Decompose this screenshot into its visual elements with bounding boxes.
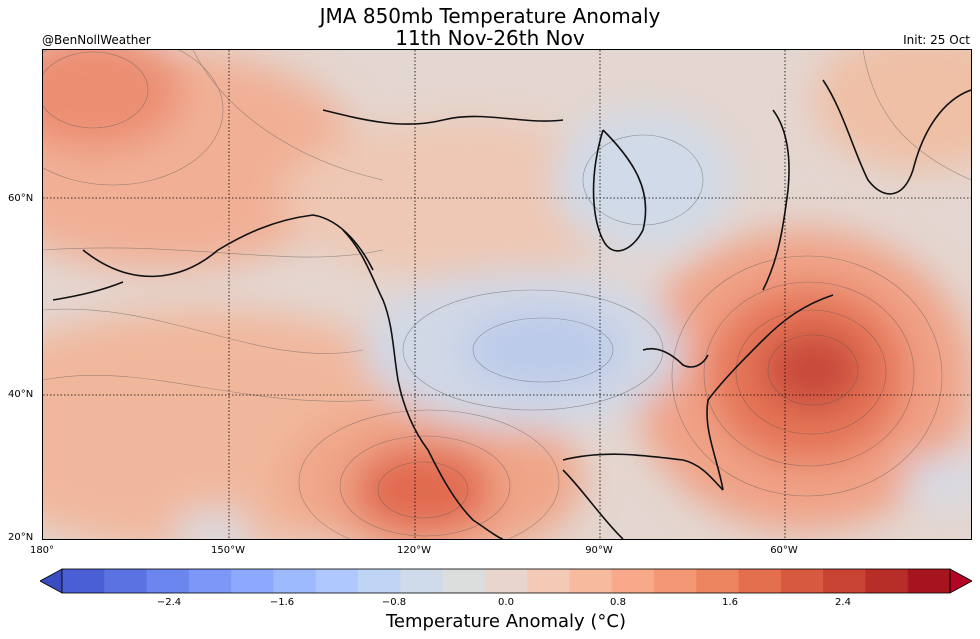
chart-title: JMA 850mb Temperature Anomaly — [319, 4, 661, 28]
greenland-coast — [822, 79, 971, 195]
lon-label-60w: 60°W — [770, 545, 798, 556]
pacific-nw-coast — [342, 229, 429, 451]
baja-warm — [353, 445, 493, 535]
colorbar-swatch — [611, 569, 655, 593]
colorbar-tick: 2.4 — [835, 597, 851, 608]
canada-warm — [283, 120, 643, 280]
colorbar-border — [61, 568, 951, 594]
colorbar-swatch — [527, 569, 570, 593]
south-pacific-cool — [173, 510, 253, 539]
lon-label-180: 180° — [29, 545, 55, 556]
colorbar-tick: −2.4 — [156, 597, 182, 608]
colorbar-label: Temperature Anomaly (°C) — [385, 611, 627, 632]
date-range-subtitle: 11th Nov-26th Nov — [395, 26, 585, 50]
great-lakes-coast — [642, 347, 709, 368]
alaska-bering-warm — [43, 50, 183, 150]
colorbar-swatch — [188, 569, 232, 593]
colorbar — [40, 568, 972, 594]
baja-coast — [427, 449, 504, 539]
init-date: Init: 25 Oct — [903, 33, 970, 47]
colorbar-swatch — [358, 569, 401, 593]
colorbar-swatch — [231, 569, 274, 593]
east-coast — [706, 294, 834, 491]
coastlines — [52, 79, 971, 539]
colorbar-swatch — [738, 569, 782, 593]
atlantic-warm-core — [763, 330, 863, 410]
colorbar-swatch — [865, 569, 909, 593]
colorbar-swatch — [654, 569, 697, 593]
lon-label-150w: 150°W — [211, 545, 245, 556]
colorbar-swatch — [907, 569, 951, 593]
greenland-warm — [813, 50, 971, 170]
gulf-coast — [562, 453, 724, 491]
colorbar-tick: 1.6 — [722, 597, 738, 608]
aleutian-coast — [52, 281, 124, 301]
colorbar-swatch — [146, 569, 190, 593]
colorbar-arrow-low — [40, 568, 63, 594]
lat-label-40n: 40°N — [8, 389, 34, 400]
arctic-coast — [322, 109, 564, 125]
labrador-coast — [762, 109, 790, 291]
atlantic-south-cool — [903, 455, 971, 505]
author-credit: @BenNollWeather — [42, 33, 151, 47]
colorbar-tick: 0.8 — [610, 597, 626, 608]
map-canvas — [43, 50, 971, 539]
colorbar-swatch — [484, 569, 528, 593]
hudson-cool — [553, 110, 733, 250]
colorbar-swatch — [569, 569, 613, 593]
lat-label-60n: 60°N — [8, 193, 34, 204]
colorbar-swatch — [400, 569, 444, 593]
lon-label-120w: 120°W — [397, 545, 431, 556]
colorbar-swatch — [315, 569, 359, 593]
colorbar-swatch — [104, 569, 148, 593]
lat-label-20n: 20°N — [8, 532, 34, 543]
central-us-cool — [463, 310, 623, 390]
mexico-gulf-coast — [562, 469, 624, 539]
graticule — [43, 50, 971, 539]
colorbar-swatch — [780, 569, 824, 593]
colorbar-tick: −0.8 — [381, 597, 407, 608]
anomaly-field — [43, 50, 971, 539]
colorbar-swatch — [823, 569, 866, 593]
lon-label-90w: 90°W — [585, 545, 613, 556]
colorbar-arrow-high — [949, 568, 972, 594]
colorbar-swatch — [273, 569, 317, 593]
colorbar-swatch — [62, 569, 105, 593]
hudson-bay-coast — [592, 129, 647, 252]
colorbar-tick: −1.6 — [269, 597, 295, 608]
colorbar-swatch — [696, 569, 740, 593]
anomaly-map — [42, 49, 972, 540]
colorbar-tick: 0.0 — [498, 597, 514, 608]
contour-lines — [43, 50, 971, 539]
colorbar-swatch — [442, 569, 486, 593]
